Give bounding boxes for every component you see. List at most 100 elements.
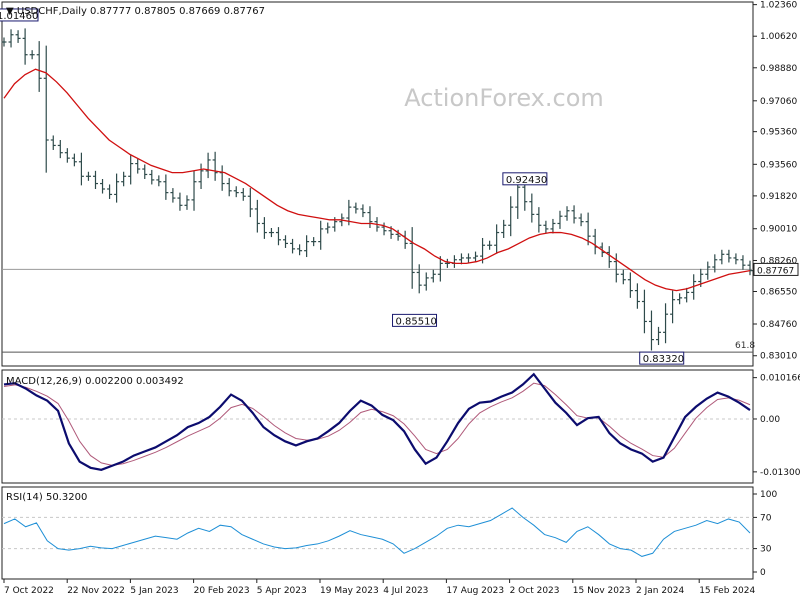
price-bar [142,164,148,180]
price-bar [740,255,746,270]
price-bar [627,272,633,298]
price-bar [557,210,563,229]
macd-ytick-label: 0.010166 [760,374,800,384]
price-bar [163,174,169,200]
price-bar [663,303,669,344]
price-bar [381,222,387,236]
price-bar [437,256,443,282]
price-bar [458,253,464,265]
rsi-ytick-label: 30 [760,545,772,555]
price-bar [149,169,155,185]
price-bar [648,310,654,351]
price-bar [606,246,612,268]
price-bar [226,178,232,197]
moving-average-line [3,68,751,292]
price-bar [508,196,514,237]
rsi-line [3,507,751,557]
ohlc-readout: 0.87777 0.87805 0.87669 0.87767 [90,6,265,17]
price-bar [8,29,14,48]
price-bar [501,219,507,238]
price-ytick-label: 1.02360 [760,1,797,11]
price-bar [613,253,619,283]
price-bar [571,205,577,224]
price-bar [304,235,310,258]
x-tick-label: 5 Apr 2023 [257,586,307,596]
price-bar [254,199,260,233]
price-bar [395,229,401,241]
price-bar [726,249,732,263]
price-bar [100,179,106,194]
price-bar [705,261,711,280]
price-bar [184,195,190,210]
price-bar [85,171,91,181]
price-bar [360,204,366,218]
rsi-title: RSI(14) 50.3200 [6,492,87,503]
price-bar [268,228,274,238]
x-tick-label: 4 Jul 2023 [383,586,428,596]
x-tick-label: 5 Jan 2023 [130,586,178,596]
price-bar [634,283,640,309]
price-bar [135,159,141,174]
price-ytick-label: 0.95360 [760,128,797,138]
price-bar [684,287,690,303]
price-bar [170,188,176,203]
price-bar [536,207,542,233]
price-bar [22,28,28,65]
x-tick-label: 2 Jan 2024 [636,586,684,596]
price-bar [275,227,281,246]
price-annotation-box [0,8,39,22]
price-bar [261,217,267,239]
price-annotation-box [502,172,548,186]
x-tick-label: 15 Nov 2023 [573,586,631,596]
price-bar [247,188,253,218]
price-bar [733,253,739,265]
price-bar [92,170,98,189]
price-bar [114,173,120,203]
price-bar [297,244,303,256]
price-bar [550,218,556,234]
price-annotation-label: 0.83320 [643,354,684,365]
price-bar [656,326,662,346]
price-bar [121,171,127,187]
price-bar [416,264,422,294]
price-bar [367,206,373,229]
price-annotation-box [392,313,438,327]
x-tick-label: 19 May 2023 [320,586,379,596]
x-tick-label: 2 Oct 2023 [510,586,560,596]
macd-line [3,372,751,471]
price-ytick-label: 0.83010 [760,352,797,362]
watermark: ActionForex.com [404,84,604,112]
price-ytick-label: 0.97060 [760,97,797,107]
price-bar [465,253,471,263]
price-bar [191,170,197,211]
current-price-label: 0.87767 [757,266,794,276]
price-bar [529,193,535,223]
price-annotation-label: 0.92430 [506,175,547,186]
price-bar [444,258,450,268]
rsi-ytick-label: 100 [760,490,777,500]
price-panel [1,1,754,367]
price-bar [107,184,113,199]
price-bar [719,249,725,265]
macd-ytick-label: -0.013006 [760,468,800,478]
price-bar [578,213,584,227]
price-bar [290,238,296,254]
price-bar [353,202,359,214]
price-ytick-label: 0.88260 [760,256,797,266]
price-bar [620,269,626,285]
price-bar [233,186,239,198]
rsi-ytick-label: 70 [760,513,772,523]
price-bar [409,227,415,289]
price-bar [50,135,56,150]
x-tick-label: 22 Nov 2022 [67,586,125,596]
rsi-ytick-label: 0 [760,568,766,578]
price-bar [1,37,7,47]
price-bar [78,152,84,186]
x-tick-label: 7 Oct 2022 [4,586,54,596]
price-bar [71,153,77,167]
price-bar [43,45,49,173]
price-bar [198,163,204,189]
x-tick-label: 17 Aug 2023 [446,586,504,596]
price-bar [156,175,162,187]
